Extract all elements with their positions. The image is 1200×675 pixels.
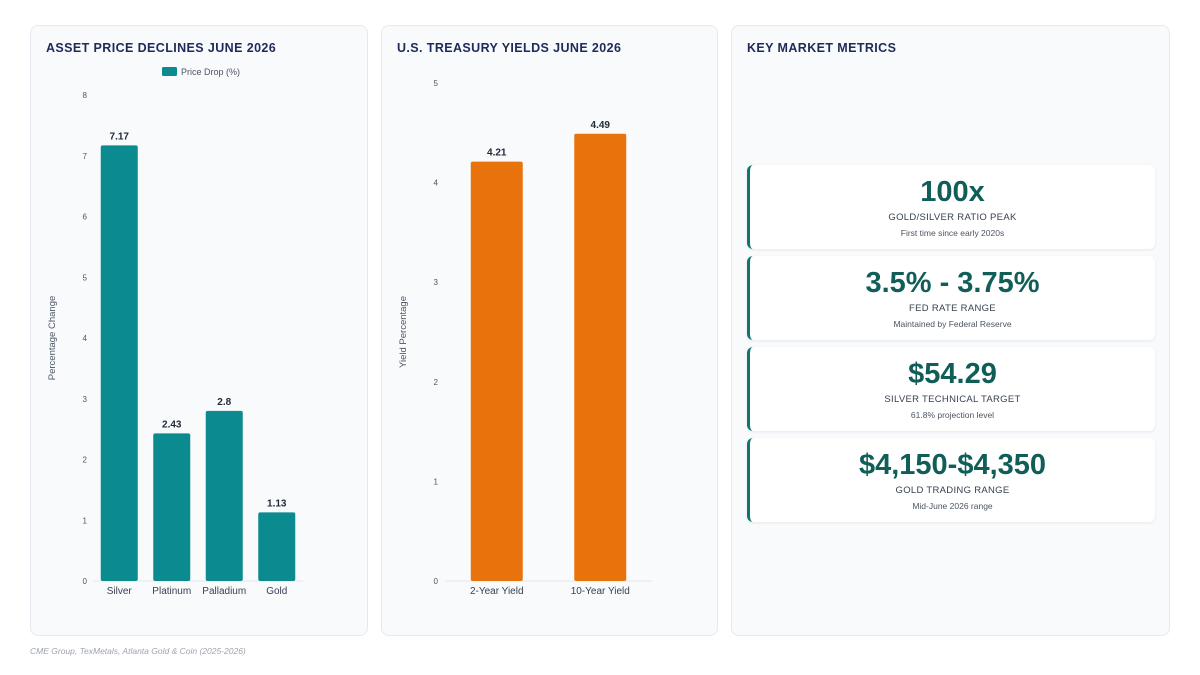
y-tick-label: 7: [83, 152, 88, 161]
y-tick-label: 2: [83, 456, 88, 465]
data-label: 2.8: [217, 397, 231, 408]
data-label: 4.21: [487, 148, 507, 159]
bar: [258, 512, 296, 581]
data-label: 4.49: [591, 120, 611, 131]
chart-title: ASSET PRICE DECLINES JUNE 2026: [46, 41, 277, 55]
metric-label: GOLD TRADING RANGE: [895, 485, 1010, 496]
metric-label: FED RATE RANGE: [909, 303, 996, 314]
metric-subtext: Maintained by Federal Reserve: [893, 319, 1012, 329]
y-tick-label: 4: [83, 334, 88, 343]
bar: [470, 161, 523, 581]
x-tick-label: Palladium: [202, 586, 246, 597]
key-metrics-panel: KEY MARKET METRICS 100x GOLD/SILVER RATI…: [731, 25, 1170, 636]
bar: [153, 433, 191, 581]
asset-declines-chart: 0 1 2 3 4 5 6 7 8 7.17 Silver 2.43 Platinum 2.8 Pallad…: [47, 67, 303, 597]
y-tick-label: 3: [434, 278, 439, 287]
asset-declines-panel: ASSET PRICE DECLINES JUNE 2026 0 1 2 3 4 5 6 7 8…: [30, 25, 368, 636]
data-label: 7.17: [110, 131, 130, 142]
metric-label: GOLD/SILVER RATIO PEAK: [888, 212, 1017, 223]
metric-value: 100x: [920, 176, 985, 208]
data-label: 2.43: [162, 419, 182, 430]
source-note: CME Group, TexMetals, Atlanta Gold & Coi…: [30, 646, 246, 656]
y-tick-label: 4: [434, 179, 439, 188]
treasury-yields-panel: U.S. TREASURY YIELDS JUNE 2026 0 1 2 3 4 5 4.2…: [381, 25, 718, 636]
metric-value: 3.5% - 3.75%: [865, 267, 1040, 299]
chart-title: U.S. TREASURY YIELDS JUNE 2026: [397, 41, 622, 55]
y-tick-label: 0: [434, 577, 439, 586]
metric-value: $54.29: [908, 358, 997, 390]
bar: [574, 133, 627, 581]
metric-card-gold-range: $4,150-$4,350 GOLD TRADING RANGE Mid-Jun…: [747, 438, 1155, 522]
y-axis-label: Percentage Change: [47, 296, 58, 381]
y-tick-label: 3: [83, 395, 88, 404]
legend-swatch: [162, 67, 177, 76]
data-label: 1.13: [267, 498, 287, 509]
treasury-yields-chart: 0 1 2 3 4 5 4.21 2-Year Yield 4.49 10-Year Yield Y…: [398, 79, 652, 597]
y-axis-label: Yield Percentage: [398, 296, 409, 368]
metric-card-silver-target: $54.29 SILVER TECHNICAL TARGET 61.8% pro…: [747, 347, 1155, 431]
metric-subtext: First time since early 2020s: [900, 228, 1005, 238]
x-tick-label: 10-Year Yield: [571, 586, 630, 597]
y-tick-label: 5: [83, 273, 88, 282]
y-tick-label: 1: [434, 477, 439, 486]
x-tick-label: Silver: [107, 586, 133, 597]
metric-card-fed-rate: 3.5% - 3.75% FED RATE RANGE Maintained b…: [747, 256, 1155, 340]
legend-label: Price Drop (%): [181, 67, 240, 77]
y-tick-label: 6: [83, 213, 88, 222]
metric-label: SILVER TECHNICAL TARGET: [884, 394, 1021, 405]
x-tick-label: Gold: [266, 586, 287, 597]
metric-subtext: 61.8% projection level: [910, 410, 995, 420]
x-tick-label: 2-Year Yield: [470, 586, 524, 597]
bar: [100, 145, 138, 582]
metric-card-ratio: 100x GOLD/SILVER RATIO PEAK First time s…: [747, 165, 1155, 249]
y-tick-label: 5: [434, 79, 439, 88]
y-tick-label: 1: [83, 516, 88, 525]
metric-value: $4,150-$4,350: [858, 449, 1047, 481]
y-tick-label: 8: [83, 91, 88, 100]
y-tick-label: 0: [83, 577, 88, 586]
bar: [205, 410, 243, 581]
metric-subtext: Mid-June 2026 range: [912, 501, 993, 511]
x-tick-label: Platinum: [152, 586, 191, 597]
metrics-title: KEY MARKET METRICS: [747, 41, 897, 55]
y-tick-label: 2: [434, 378, 439, 387]
